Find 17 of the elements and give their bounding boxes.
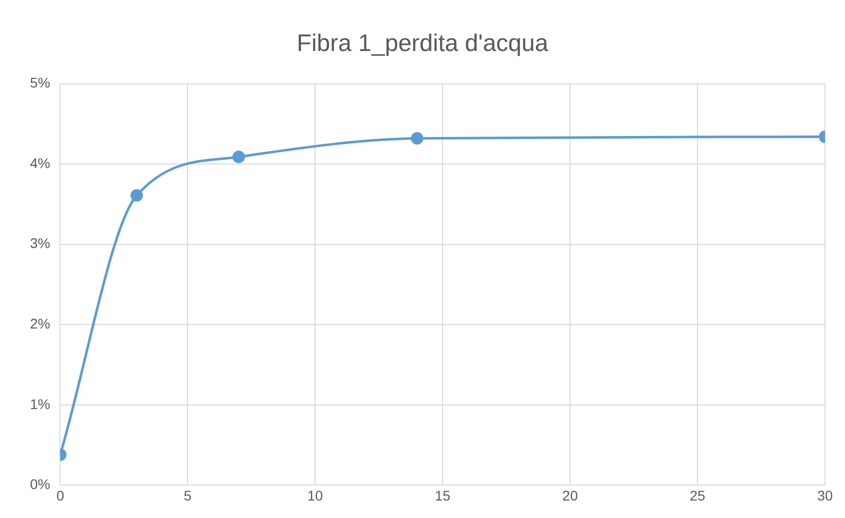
point [130, 189, 143, 202]
x-tick-label: 25 [690, 487, 706, 504]
y-tick-label: 4% [30, 154, 50, 171]
y-tick-label: 2% [30, 316, 50, 332]
point [410, 132, 424, 145]
y-tick-label: 1% [30, 396, 50, 412]
x-tick-label: 0 [56, 487, 64, 504]
y-tick-label: 3% [30, 235, 50, 252]
x-tick-label: 30 [817, 487, 833, 504]
y-tick-label: 0% [30, 476, 50, 492]
x-tick-label: 10 [307, 487, 324, 504]
y-tick-label: 5% [30, 74, 50, 91]
x-tick-label: 5 [184, 487, 192, 504]
x-tick-label: 15 [434, 487, 451, 504]
point [232, 150, 245, 164]
chart-title: Fibra 1_perdita d'acqua [296, 30, 549, 58]
x-tick-label: 20 [562, 487, 578, 504]
